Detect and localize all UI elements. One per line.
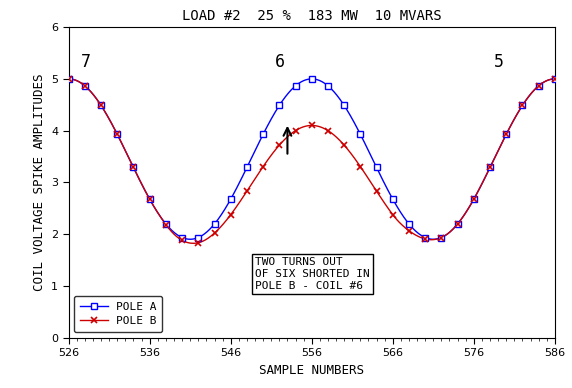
Text: TWO TURNS OUT
OF SIX SHORTED IN
POLE B - COIL #6: TWO TURNS OUT OF SIX SHORTED IN POLE B -…	[255, 257, 370, 291]
Text: 5: 5	[494, 53, 504, 71]
X-axis label: SAMPLE NUMBERS: SAMPLE NUMBERS	[259, 364, 364, 376]
Title: LOAD #2  25 %  183 MW  10 MVARS: LOAD #2 25 % 183 MW 10 MVARS	[182, 9, 442, 23]
Legend: POLE A, POLE B: POLE A, POLE B	[74, 296, 162, 332]
Text: 6: 6	[275, 53, 285, 71]
Text: 7: 7	[81, 53, 91, 71]
Y-axis label: COIL VOLTAGE SPIKE AMPLITUDES: COIL VOLTAGE SPIKE AMPLITUDES	[33, 74, 46, 291]
